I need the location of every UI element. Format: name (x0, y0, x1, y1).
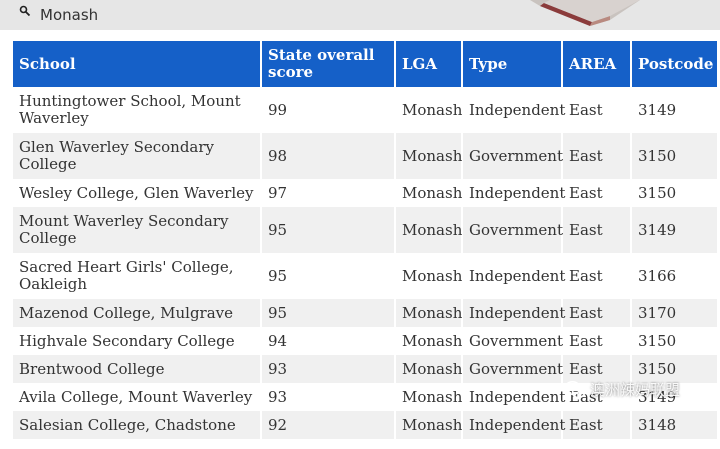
cell-score: 95 (261, 207, 396, 253)
cell-type: Independent (462, 179, 565, 207)
column-header-postcode: Postcode (631, 41, 717, 87)
cell-postcode: 3150 (631, 327, 717, 355)
cell-type: Government (462, 355, 563, 383)
cell-school: Highvale Secondary College (13, 327, 262, 355)
table-row: Brentwood College 93 Monash Government E… (13, 355, 717, 383)
cell-lga: Monash (395, 253, 463, 299)
cell-postcode: 3150 (631, 179, 717, 207)
cell-school: Mount Waverley Secondary College (13, 207, 262, 253)
cell-type: Independent (462, 383, 565, 411)
column-header-score: State overall score (261, 41, 396, 87)
cell-score: 93 (261, 355, 396, 383)
table-row: Sacred Heart Girls' College, Oakleigh 95… (13, 253, 717, 299)
cell-score: 92 (261, 411, 396, 439)
table-row: Mazenod College, Mulgrave 95 Monash Inde… (13, 299, 717, 327)
cell-area: East (562, 179, 632, 207)
cell-area: East (562, 87, 632, 133)
table-row: Wesley College, Glen Waverley 97 Monash … (13, 179, 717, 207)
cell-area: East (562, 355, 632, 383)
cell-lga: Monash (395, 299, 463, 327)
watermark-text: 澳洲辣妈联盟 (590, 381, 681, 399)
cell-score: 97 (261, 179, 396, 207)
table-row: Salesian College, Chadstone 92 Monash In… (13, 411, 717, 439)
cell-school: Brentwood College (13, 355, 262, 383)
cell-school: Avila College, Mount Waverley (13, 383, 262, 411)
cell-school: Mazenod College, Mulgrave (13, 299, 262, 327)
cell-score: 95 (261, 299, 396, 327)
cell-area: East (562, 299, 632, 327)
table-row: Highvale Secondary College 94 Monash Gov… (13, 327, 717, 355)
cell-score: 94 (261, 327, 396, 355)
table-header-row: School State overall score LGA Type AREA… (13, 41, 717, 87)
cell-school: Sacred Heart Girls' College, Oakleigh (13, 253, 262, 299)
cell-score: 98 (261, 133, 396, 179)
table-row: Huntingtower School, Mount Waverley 99 M… (13, 87, 717, 133)
cell-type: Independent (462, 87, 565, 133)
cell-type: Government (462, 207, 563, 253)
column-header-type: Type (462, 41, 563, 87)
cell-postcode: 3149 (631, 383, 717, 411)
cell-postcode: 3149 (631, 207, 717, 253)
column-header-school: School (13, 41, 262, 87)
cell-postcode: 3149 (631, 87, 717, 133)
cell-lga: Monash (395, 383, 463, 411)
cell-type: Government (462, 133, 563, 179)
cell-lga: Monash (395, 133, 463, 179)
cell-school: Glen Waverley Secondary College (13, 133, 262, 179)
map-image-fragment (530, 0, 640, 26)
cell-score: 99 (261, 87, 396, 133)
column-header-lga: LGA (395, 41, 463, 87)
table-row: Glen Waverley Secondary College 98 Monas… (13, 133, 717, 179)
cell-postcode: 3150 (631, 355, 717, 383)
cell-postcode: 3170 (631, 299, 717, 327)
cell-type: Independent (462, 411, 565, 439)
wechat-icon (564, 380, 586, 398)
cell-lga: Monash (395, 355, 463, 383)
cell-school: Salesian College, Chadstone (13, 411, 262, 439)
cell-school: Wesley College, Glen Waverley (13, 179, 262, 207)
cell-lga: Monash (395, 207, 463, 253)
cell-postcode: 3166 (631, 253, 717, 299)
cell-area: East (562, 411, 632, 439)
cell-area: East (562, 133, 632, 179)
search-icon (19, 5, 31, 17)
cell-lga: Monash (395, 179, 463, 207)
cell-lga: Monash (395, 327, 463, 355)
cell-type: Government (462, 327, 563, 355)
cell-lga: Monash (395, 87, 463, 133)
cell-type: Independent (462, 253, 565, 299)
cell-school: Huntingtower School, Mount Waverley (13, 87, 262, 133)
cell-area: East (562, 253, 632, 299)
cell-type: Independent (462, 299, 565, 327)
search-query-text[interactable]: Monash (40, 6, 99, 24)
watermark: 澳洲辣妈联盟 (564, 379, 680, 400)
cell-lga: Monash (395, 411, 463, 439)
cell-postcode: 3148 (631, 411, 717, 439)
table-row: Mount Waverley Secondary College 95 Mona… (13, 207, 717, 253)
column-header-area: AREA (562, 41, 632, 87)
search-bar: Monash (0, 0, 720, 30)
cell-area: East (562, 327, 632, 355)
cell-score: 93 (261, 383, 396, 411)
cell-area: East (562, 207, 632, 253)
cell-score: 95 (261, 253, 396, 299)
cell-postcode: 3150 (631, 133, 717, 179)
